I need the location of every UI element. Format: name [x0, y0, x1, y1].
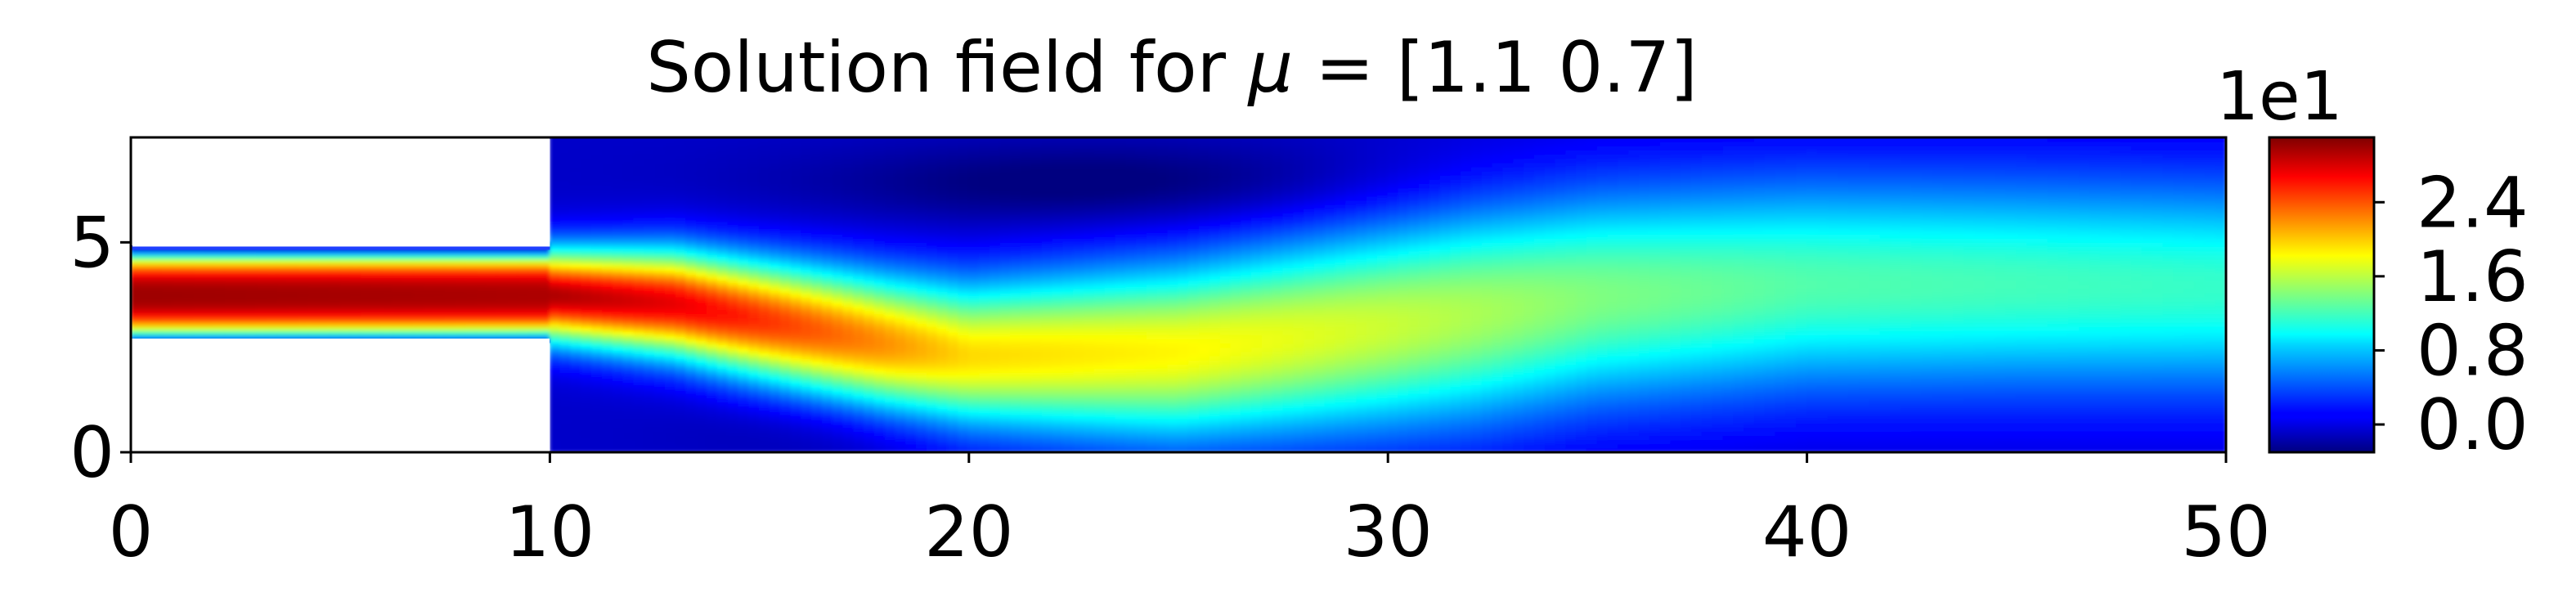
inlet-wall-bottom: [131, 340, 550, 343]
chart-title: Solution field for μ = [1.1 0.7]: [131, 33, 2213, 103]
x-tick-label: 50: [2181, 492, 2270, 573]
colorbar-tick-label: 0.0: [2417, 384, 2529, 466]
colorbar-scale-label: 1e1: [2216, 64, 2343, 131]
colorbar-tick-label: 1.6: [2417, 236, 2529, 318]
x-tick-label: 0: [109, 492, 154, 573]
x-tick-label: 10: [505, 492, 595, 573]
colorbar-tick-label: 2.4: [2417, 162, 2529, 244]
y-tick-label: 0: [70, 412, 114, 494]
inlet-wall-top: [131, 246, 550, 249]
x-tick-label: 30: [1343, 492, 1432, 573]
y-tick-label: 5: [70, 202, 114, 284]
title-mu-symbol: μ: [1248, 27, 1293, 109]
step-blank-bottom: [132, 343, 550, 451]
step-blank-top: [132, 139, 550, 246]
colorbar: 0.00.81.62.4: [2269, 137, 2529, 466]
colorbar-tick-label: 0.8: [2417, 310, 2529, 392]
x-tick-label: 40: [1762, 492, 1851, 573]
x-tick-label: 20: [924, 492, 1013, 573]
colorbar-gradient: [2269, 137, 2374, 452]
